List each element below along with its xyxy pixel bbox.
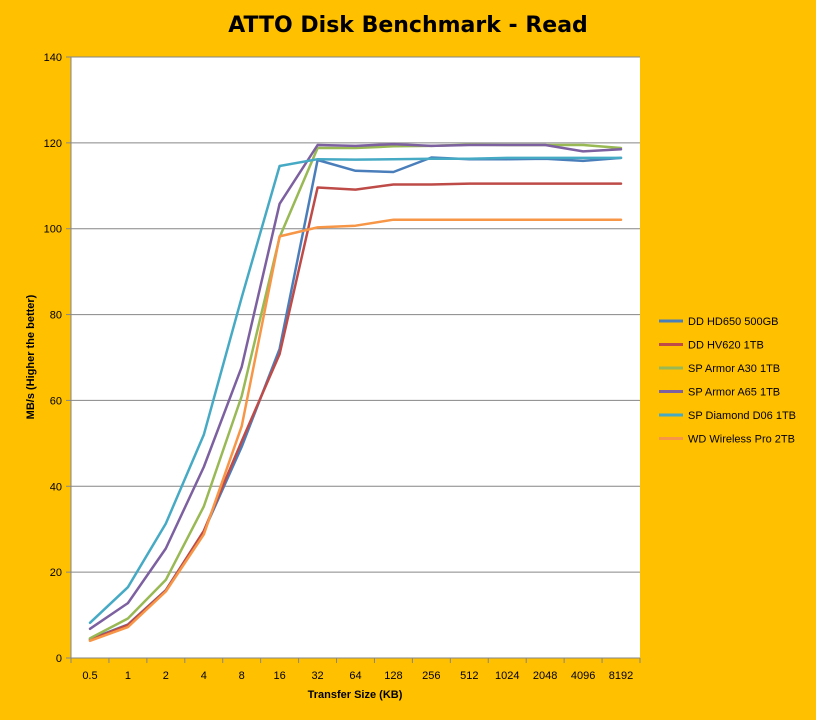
x-tick-label: 8 bbox=[239, 670, 245, 682]
y-tick-label: 20 bbox=[50, 567, 62, 579]
y-tick-label: 140 bbox=[44, 52, 62, 64]
x-tick-label: 8192 bbox=[609, 670, 633, 682]
x-tick-label: 512 bbox=[460, 670, 478, 682]
x-tick-label: 128 bbox=[384, 670, 402, 682]
y-tick-label: 60 bbox=[50, 395, 62, 407]
x-tick-label: 32 bbox=[311, 670, 323, 682]
x-tick-label: 64 bbox=[349, 670, 361, 682]
y-axis-title: MB/s (Higher the better) bbox=[25, 294, 37, 419]
x-tick-label: 4096 bbox=[571, 670, 595, 682]
chart-title: ATTO Disk Benchmark - Read bbox=[228, 13, 588, 38]
series-line-5 bbox=[88, 156, 623, 625]
x-axis-title: Transfer Size (KB) bbox=[308, 689, 403, 701]
series-line-6 bbox=[88, 218, 623, 643]
legend-label: DD HV620 1TB bbox=[688, 340, 764, 352]
x-tick-label: 1 bbox=[125, 670, 131, 682]
y-tick-labels: 0 20 40 60 80 100 120 140 bbox=[44, 52, 62, 665]
legend-label: SP Armor A65 1TB bbox=[688, 387, 780, 399]
legend-label: DD HD650 500GB bbox=[688, 316, 779, 328]
legend: DD HD650 500GB DD HV620 1TB SP Armor A30 1… bbox=[659, 316, 796, 446]
x-tick-label: 1024 bbox=[495, 670, 519, 682]
x-tick-label: 4 bbox=[201, 670, 207, 682]
series-layer bbox=[88, 142, 623, 643]
y-tick-label: 80 bbox=[50, 310, 62, 322]
x-tick-label: 16 bbox=[274, 670, 286, 682]
x-tick-label: 2048 bbox=[533, 670, 557, 682]
x-tick-labels: 0.5 1 2 4 8 16 32 64 128 256 512 1024 2048 4096 8192 bbox=[82, 670, 633, 682]
x-tick-label: 2 bbox=[163, 670, 169, 682]
y-tick-label: 100 bbox=[44, 224, 62, 236]
x-tick-label: 0.5 bbox=[82, 670, 97, 682]
x-tick-label: 256 bbox=[422, 670, 440, 682]
y-tick-label: 120 bbox=[44, 138, 62, 150]
y-tick-label: 40 bbox=[50, 481, 62, 493]
legend-label: SP Diamond D06 1TB bbox=[688, 410, 796, 422]
grid-layer bbox=[66, 56, 641, 663]
series-line-4 bbox=[88, 142, 623, 631]
y-tick-label: 0 bbox=[56, 653, 62, 665]
legend-label: WD Wireless Pro 2TB bbox=[688, 434, 795, 446]
legend-label: SP Armor A30 1TB bbox=[688, 363, 780, 375]
